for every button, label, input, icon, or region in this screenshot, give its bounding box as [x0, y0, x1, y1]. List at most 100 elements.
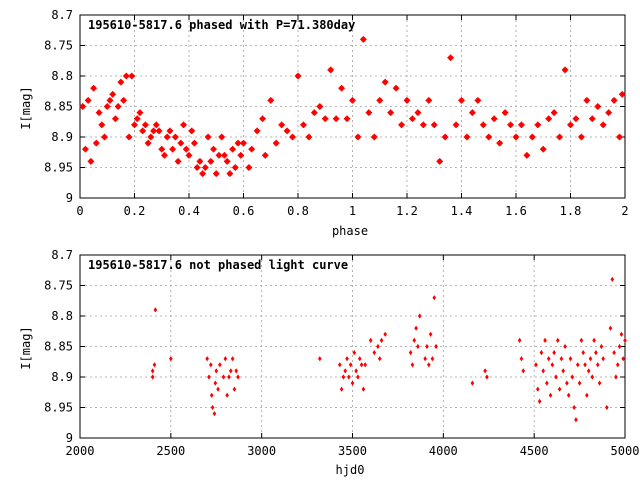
data-point — [615, 362, 620, 368]
data-point — [359, 362, 364, 368]
data-point — [98, 121, 105, 128]
data-point — [577, 380, 582, 386]
data-point — [412, 337, 417, 343]
data-point — [202, 164, 209, 171]
data-point — [572, 404, 576, 411]
data-point — [543, 337, 547, 343]
data-point — [605, 404, 609, 411]
data-point — [316, 103, 323, 110]
data-point — [452, 121, 460, 128]
y-axis-label: I[mag] — [19, 86, 33, 129]
data-point — [221, 152, 228, 159]
data-point — [403, 97, 411, 104]
data-point — [521, 368, 526, 374]
x-tick-label: 3500 — [338, 444, 367, 458]
data-point — [112, 115, 119, 122]
data-point — [213, 380, 218, 386]
data-point — [209, 362, 213, 368]
data-point — [136, 109, 144, 116]
data-point — [343, 115, 351, 122]
data-point — [561, 368, 566, 374]
data-point — [589, 115, 596, 122]
data-point — [517, 337, 522, 343]
y-tick-label: 8.7 — [51, 248, 73, 262]
data-point — [365, 109, 373, 116]
data-point — [555, 337, 560, 343]
data-point — [556, 133, 563, 141]
data-point — [570, 374, 575, 380]
data-point — [441, 133, 449, 141]
data-point — [420, 121, 427, 128]
data-point — [273, 139, 280, 147]
data-point — [557, 386, 562, 392]
data-point — [228, 368, 233, 374]
data-point — [545, 380, 549, 386]
data-point — [234, 368, 239, 374]
data-point — [93, 139, 100, 147]
data-point — [232, 386, 237, 392]
data-point — [311, 109, 318, 116]
y-tick-label: 8.8 — [51, 309, 73, 323]
data-point — [338, 85, 345, 92]
data-point — [230, 356, 235, 362]
chart-title: 195610-5817.6 not phased light curve — [88, 258, 348, 272]
y-tick-label: 8.95 — [44, 401, 73, 415]
data-point — [541, 368, 546, 374]
data-point — [289, 133, 296, 141]
data-point — [559, 356, 564, 362]
data-point — [575, 362, 580, 368]
data-point — [574, 417, 578, 423]
data-point — [101, 133, 108, 141]
x-tick-label: 1 — [349, 204, 356, 218]
data-point — [436, 158, 443, 165]
data-point — [372, 350, 377, 356]
data-point — [539, 350, 544, 356]
data-point — [150, 374, 155, 380]
data-point — [185, 152, 193, 159]
data-point — [236, 374, 240, 380]
data-point — [594, 103, 601, 110]
x-tick-label: 1.4 — [451, 204, 473, 218]
data-point — [595, 362, 600, 368]
data-point — [414, 325, 418, 331]
data-point — [345, 356, 349, 362]
data-point — [447, 54, 454, 61]
data-point — [283, 127, 291, 135]
data-point — [567, 121, 574, 128]
y-tick-label: 8.85 — [44, 340, 73, 354]
data-point — [327, 66, 334, 74]
data-point — [600, 121, 607, 128]
data-point — [259, 115, 266, 122]
data-point — [322, 115, 329, 122]
data-point — [223, 356, 228, 362]
data-points — [79, 36, 626, 177]
data-point — [131, 121, 138, 128]
x-tick-label: 4000 — [429, 444, 458, 458]
data-point — [150, 127, 157, 135]
data-point — [483, 368, 487, 374]
data-point — [616, 133, 623, 141]
data-point — [153, 307, 158, 313]
data-point — [152, 362, 157, 368]
data-point — [213, 170, 220, 177]
x-tick-label: 0.4 — [178, 204, 200, 218]
data-point — [207, 158, 214, 165]
data-point — [409, 115, 416, 122]
data-point — [485, 374, 489, 380]
data-point — [214, 368, 219, 374]
data-point — [583, 97, 591, 104]
x-tick-label: 5000 — [611, 444, 640, 458]
data-point — [550, 109, 558, 116]
data-point — [605, 109, 612, 116]
x-tick-label: 2500 — [156, 444, 185, 458]
data-point — [253, 127, 261, 135]
data-point — [188, 127, 195, 135]
data-point — [376, 343, 380, 350]
data-point — [337, 362, 342, 368]
data-point — [125, 133, 133, 141]
data-point — [417, 313, 422, 319]
data-point — [87, 158, 95, 165]
data-point — [106, 97, 114, 104]
data-point — [90, 85, 97, 92]
data-point — [550, 362, 555, 368]
